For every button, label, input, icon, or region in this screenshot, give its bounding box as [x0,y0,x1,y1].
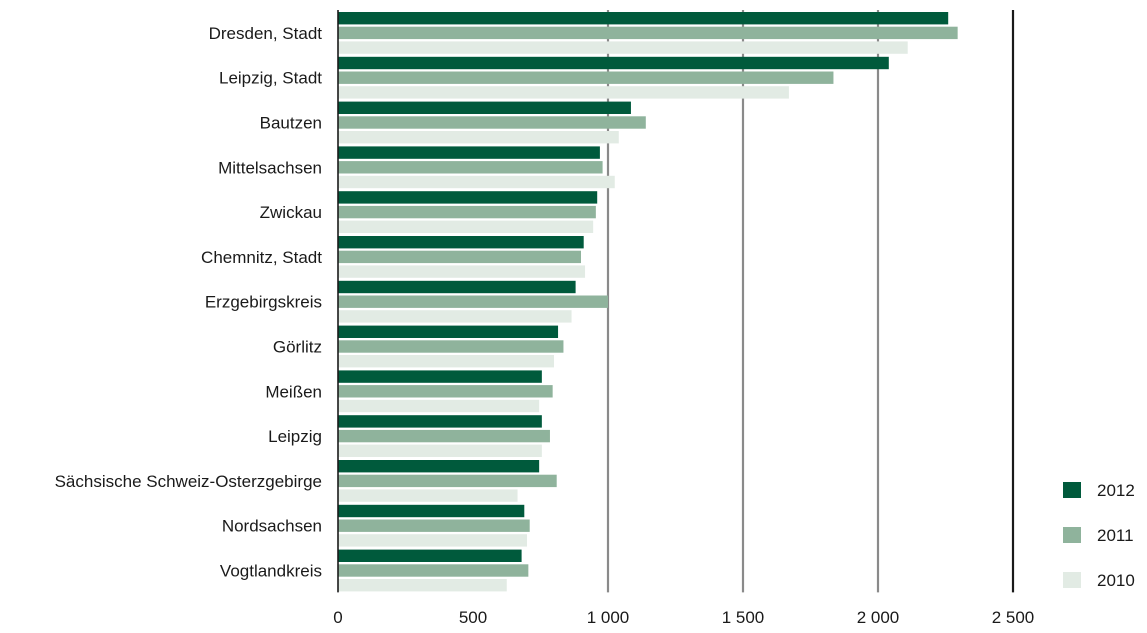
bar-2010-7 [338,355,554,368]
legend-label: 2010 [1097,571,1135,590]
bar-2010-10 [338,489,518,502]
bar-2011-9 [338,429,550,443]
bar-2012-1 [338,56,889,70]
category-labels: Dresden, Stadt Leipzig, Stadt Bautzen Mitte… [55,24,323,581]
category-label: Mittelsachsen [218,158,322,177]
bar-2010-11 [338,534,527,547]
legend-label: 2012 [1097,481,1135,500]
category-label: Görlitz [273,338,322,357]
bar-2010-6 [338,310,572,323]
bar-2011-12 [338,564,529,577]
legend-label: 2011 [1097,526,1134,545]
category-label: Leipzig, Stadt [219,69,322,88]
category-label: Leipzig [268,427,322,446]
bar-2012-9 [338,415,542,428]
bar-2010-12 [338,579,507,592]
category-label: Zwickau [260,203,322,222]
x-tick-label: 2 500 [992,608,1035,627]
bar-2012-4 [338,191,598,204]
axes [337,10,1015,593]
bar-2010-1 [338,86,789,99]
category-label: Meißen [265,382,322,401]
category-label: Chemnitz, Stadt [201,248,322,267]
bar-2010-2 [338,131,619,144]
bar-2012-0 [338,12,949,25]
category-label: Vogtlandkreis [220,562,322,581]
bar-2011-8 [338,385,553,398]
x-tick-labels: 0 500 1 000 1 500 2 000 2 500 [333,608,1034,627]
x-tick-label: 500 [459,608,487,627]
bar-2012-5 [338,236,584,249]
bar-2011-2 [338,116,646,129]
bar-2011-10 [338,474,557,488]
bar-2012-2 [338,101,631,114]
bar-2011-3 [338,161,603,174]
legend: 2012 2011 2010 [1063,481,1135,590]
bar-2010-5 [338,265,586,278]
legend-swatch-2011 [1063,527,1081,543]
legend-swatch-2010 [1063,572,1081,588]
bar-2010-0 [338,41,908,54]
bar-2010-3 [338,175,615,189]
bar-2011-6 [338,295,608,308]
bar-2012-11 [338,504,525,518]
x-tick-label: 1 500 [722,608,765,627]
bar-2012-7 [338,325,559,338]
bar-2010-9 [338,444,542,457]
bar-2010-8 [338,399,540,413]
bar-2012-8 [338,370,542,383]
category-label: Nordsachsen [222,517,322,536]
bar-2012-6 [338,280,576,294]
legend-swatch-2012 [1063,482,1081,498]
bar-2012-10 [338,460,540,473]
x-tick-label: 1 000 [587,608,630,627]
category-label: Erzgebirgskreis [205,293,322,312]
bar-2011-11 [338,519,530,532]
category-label: Bautzen [260,114,322,133]
bar-2011-0 [338,26,958,40]
x-tick-label: 2 000 [857,608,900,627]
category-label: Sächsische Schweiz-Osterzgebirge [55,472,322,491]
x-tick-label: 0 [333,608,342,627]
bar-2011-7 [338,340,564,353]
bar-2011-5 [338,250,581,264]
bar-2012-12 [338,549,522,562]
bar-2011-1 [338,71,834,84]
bars [338,12,958,592]
category-label: Dresden, Stadt [209,24,323,43]
bar-2012-3 [338,146,600,159]
bar-2011-4 [338,205,596,219]
bar-2010-4 [338,220,594,233]
